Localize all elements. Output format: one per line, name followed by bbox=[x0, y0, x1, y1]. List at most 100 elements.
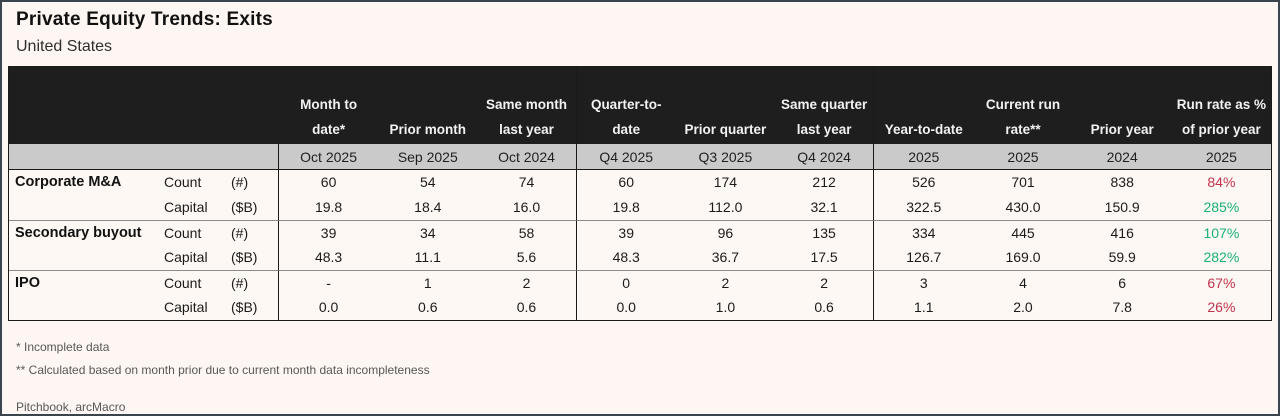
value-cell: 39 bbox=[279, 220, 379, 245]
value-cell: 2 bbox=[477, 270, 577, 295]
column-header-2: Same month last year bbox=[477, 66, 577, 144]
value-cell: 2 bbox=[675, 270, 775, 295]
value-cell: 126.7 bbox=[906, 249, 942, 265]
value-cell: 16.0 bbox=[477, 195, 577, 220]
value-cell: 96 bbox=[675, 220, 775, 245]
value-cell: 430.0 bbox=[1005, 199, 1041, 215]
value-cell: 59.9 bbox=[1108, 249, 1136, 265]
column-header-6: Year-to-date bbox=[874, 66, 974, 144]
metric-label: Count bbox=[151, 220, 229, 245]
value-cell: 7.8 bbox=[1112, 299, 1132, 315]
value-cell: 174 bbox=[713, 174, 738, 190]
column-header-4: Prior quarter bbox=[675, 66, 775, 144]
value-cell: 112.0 bbox=[708, 199, 743, 215]
metric-label: Capital bbox=[164, 199, 208, 215]
value-cell: 4 bbox=[973, 270, 1073, 295]
value-cell: 0.0 bbox=[318, 299, 339, 315]
value-cell: 1 bbox=[378, 270, 478, 295]
value-cell: 36.7 bbox=[711, 249, 740, 265]
value-cell: 17.5 bbox=[775, 245, 875, 270]
value-cell: 19.8 bbox=[612, 199, 640, 215]
value-cell: 416 bbox=[1072, 220, 1172, 245]
run-rate-pct-cell: 26% bbox=[1207, 299, 1236, 315]
value-cell: 322.5 bbox=[906, 199, 942, 215]
value-cell: 701 bbox=[1011, 174, 1035, 190]
metric-label: Capital bbox=[164, 249, 208, 265]
metric-label: Count bbox=[164, 174, 202, 190]
value-cell: 445 bbox=[973, 220, 1073, 245]
column-subheader-6: 2025 bbox=[874, 144, 974, 170]
value-cell: 48.3 bbox=[612, 249, 640, 265]
value-cell: 1.0 bbox=[715, 299, 736, 315]
value-cell: 2.0 bbox=[1013, 299, 1033, 315]
exits-data-table: Month to date* Prior month Same month last… bbox=[8, 66, 1272, 321]
column-subheader-4: Q3 2025 bbox=[675, 144, 775, 170]
row-label-0: Corporate M&A bbox=[15, 174, 122, 190]
value-cell: 34 bbox=[378, 220, 478, 245]
column-subheader-7: 2025 bbox=[973, 144, 1073, 170]
value-cell: 18.4 bbox=[414, 199, 442, 215]
column-subheader-8: 2024 bbox=[1072, 144, 1172, 170]
value-cell: 5.6 bbox=[477, 245, 577, 270]
page-title: Private Equity Trends: Exits bbox=[16, 9, 273, 30]
source-attribution: Pitchbook, arcMacro bbox=[16, 400, 126, 414]
value-cell: 0 bbox=[576, 270, 676, 295]
unit-label: (#) bbox=[229, 270, 279, 295]
value-cell: 11.1 bbox=[414, 249, 441, 265]
unit-label: ($B) bbox=[229, 195, 279, 220]
column-header-7: Current run rate** bbox=[973, 66, 1073, 144]
column-header-1: Prior month bbox=[378, 66, 478, 144]
footnote-incomplete-data: * Incomplete data bbox=[16, 340, 110, 354]
value-cell: 0.0 bbox=[616, 299, 636, 315]
column-header-8: Prior year bbox=[1072, 66, 1172, 144]
unit-label: ($B) bbox=[229, 245, 279, 270]
column-header-9: Run rate as % of prior year bbox=[1171, 66, 1271, 144]
run-rate-pct-cell: 285% bbox=[1203, 199, 1240, 215]
footnotes: * Incomplete data ** Calculated based on… bbox=[2, 321, 1278, 414]
value-cell: 334 bbox=[874, 220, 974, 245]
value-cell: 74 bbox=[477, 170, 577, 195]
value-cell: 1.1 bbox=[914, 299, 934, 315]
footnote-run-rate-method: ** Calculated based on month prior due t… bbox=[16, 363, 430, 377]
column-subheader-2: Oct 2024 bbox=[477, 144, 577, 170]
run-rate-pct-cell: 282% bbox=[1203, 249, 1240, 265]
value-cell: 32.1 bbox=[775, 195, 875, 220]
subheader-spacer-cell bbox=[9, 144, 279, 170]
title-block: Private Equity Trends: Exits United Stat… bbox=[2, 2, 1278, 56]
value-cell: - bbox=[279, 270, 379, 295]
value-cell: 2 bbox=[774, 270, 875, 295]
unit-label: (#) bbox=[229, 170, 279, 195]
value-cell: 0.6 bbox=[418, 299, 438, 315]
value-cell: 19.8 bbox=[314, 199, 343, 215]
metric-label: Capital bbox=[164, 299, 208, 315]
page-subtitle: United States bbox=[16, 38, 113, 55]
value-cell: 0.6 bbox=[477, 295, 577, 320]
value-cell: 135 bbox=[774, 220, 875, 245]
value-cell: 54 bbox=[420, 174, 436, 190]
value-cell: 169.0 bbox=[1005, 249, 1041, 265]
column-subheader-1: Sep 2025 bbox=[378, 144, 478, 170]
run-rate-pct-cell: 107% bbox=[1171, 220, 1271, 245]
column-header-3: Quarter-to-date bbox=[576, 66, 676, 144]
value-cell: 212 bbox=[775, 170, 875, 195]
column-subheader-0: Oct 2025 bbox=[279, 144, 379, 170]
row-label-2: IPO bbox=[9, 270, 151, 295]
run-rate-pct-cell: 84% bbox=[1207, 174, 1236, 190]
value-cell: 526 bbox=[912, 174, 936, 190]
value-cell: 58 bbox=[477, 220, 577, 245]
header-spacer-cell bbox=[9, 66, 279, 144]
row-label-1: Secondary buyout bbox=[9, 220, 151, 245]
run-rate-pct-cell: 67% bbox=[1171, 270, 1271, 295]
value-cell: 60 bbox=[320, 174, 337, 190]
value-cell: 39 bbox=[576, 220, 676, 245]
value-cell: 3 bbox=[874, 270, 974, 295]
unit-label: ($B) bbox=[229, 295, 279, 320]
column-subheader-9: 2025 bbox=[1171, 144, 1271, 170]
column-header-5: Same quarter last year bbox=[774, 66, 875, 144]
value-cell: 6 bbox=[1072, 270, 1172, 295]
column-header-0: Month to date* bbox=[279, 66, 379, 144]
value-cell: 838 bbox=[1110, 174, 1134, 190]
value-cell: 150.9 bbox=[1104, 199, 1140, 215]
value-cell: 60 bbox=[618, 174, 634, 190]
column-subheader-3: Q4 2025 bbox=[576, 144, 676, 170]
